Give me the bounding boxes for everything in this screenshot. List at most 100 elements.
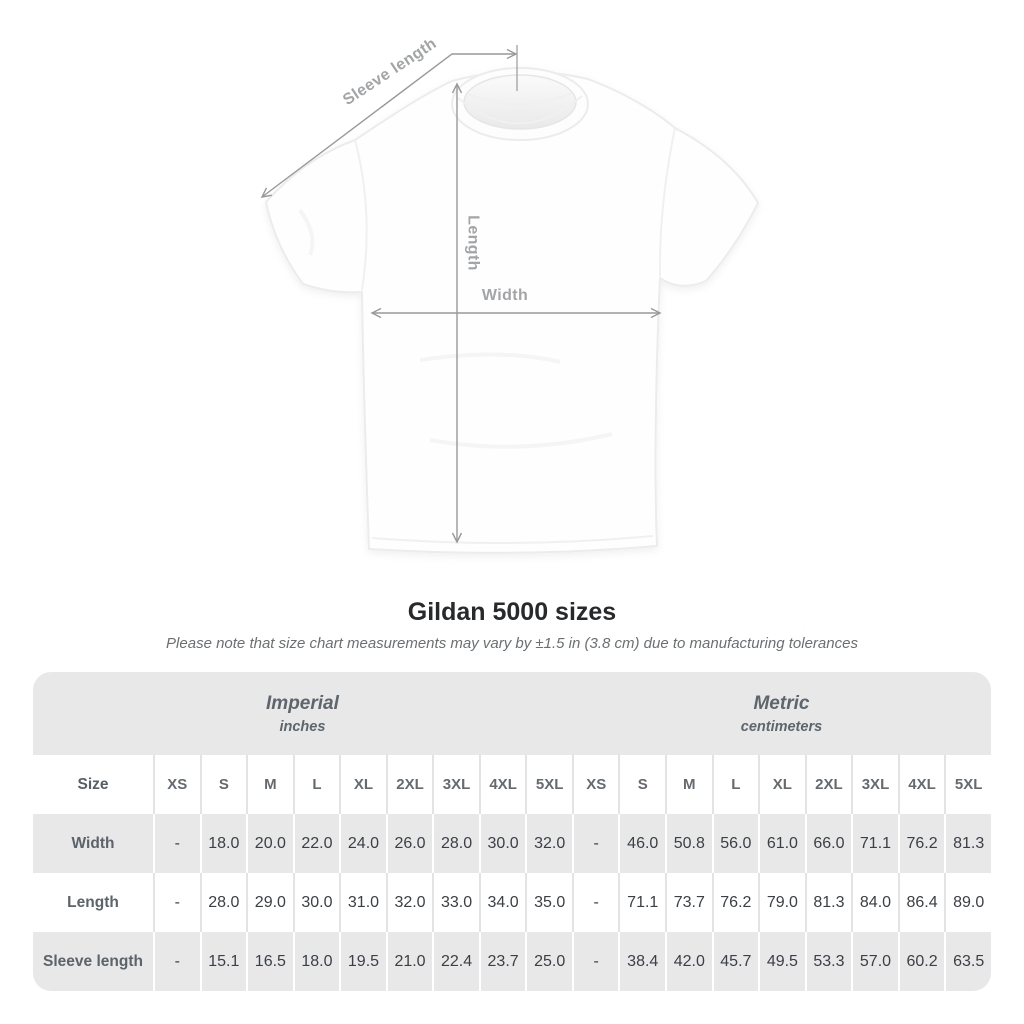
value-cell: 35.0 (525, 873, 572, 932)
size-header-cell: S (618, 755, 666, 814)
value-cell: 81.3 (944, 814, 991, 873)
value-cell: 22.0 (292, 814, 340, 873)
size-header-cell: M (246, 755, 293, 814)
value-cell: 32.0 (385, 873, 433, 932)
value-cell: 86.4 (897, 873, 945, 932)
tshirt-measurement-diagram: Sleeve length Length Width (260, 35, 760, 554)
value-cell: 73.7 (665, 873, 712, 932)
value-cell: 66.0 (804, 814, 852, 873)
value-cell: 57.0 (851, 932, 898, 991)
size-table-card: Imperial inches Metric centimeters Size XS S M L… (33, 672, 991, 991)
value-cell: 21.0 (385, 932, 433, 991)
value-cell: 30.0 (478, 814, 526, 873)
length-label: Length (465, 215, 482, 271)
value-cell: 19.5 (339, 932, 386, 991)
value-cell: - (571, 814, 619, 873)
tshirt-diagram-svg: Sleeve length Length Width (260, 35, 760, 554)
value-cell: 81.3 (804, 873, 852, 932)
value-cell: 15.1 (199, 932, 247, 991)
size-header-cell: XL (758, 755, 805, 814)
size-header-cell: XL (339, 755, 386, 814)
row-label: Length (33, 873, 153, 932)
value-cell: 49.5 (758, 932, 805, 991)
value-cell: 29.0 (246, 873, 293, 932)
size-header-cell: 2XL (385, 755, 433, 814)
size-header-cell: XS (153, 755, 200, 814)
value-cell: 42.0 (665, 932, 712, 991)
row-length: Length -28.0 29.0 30.0 31.0 32.0 33.0 34.0 35.0-… (33, 873, 991, 932)
value-cell: 76.2 (897, 814, 945, 873)
value-cell: - (571, 932, 619, 991)
value-cell: 16.5 (246, 932, 293, 991)
value-cell: 53.3 (804, 932, 852, 991)
size-header-cell: XS (571, 755, 619, 814)
row-label: Sleeve length (33, 932, 153, 991)
value-cell: 63.5 (944, 932, 991, 991)
imperial-group-name: Imperial (266, 692, 339, 714)
value-cell: 46.0 (618, 814, 666, 873)
size-header-cell: 5XL (944, 755, 991, 814)
row-width: Width -18.0 20.0 22.0 24.0 26.0 28.0 30.0 32.0-4… (33, 814, 991, 873)
size-header-cell: 3XL (851, 755, 898, 814)
size-header-cell: S (199, 755, 247, 814)
value-cell: - (153, 932, 200, 991)
size-header-cell: M (665, 755, 712, 814)
size-header-cell: 4XL (478, 755, 526, 814)
size-table: Imperial inches Metric centimeters Size XS S M L… (33, 672, 991, 991)
value-cell: 33.0 (432, 873, 479, 932)
value-cell: - (571, 873, 619, 932)
tshirt-graphic (264, 67, 760, 554)
page-title: Gildan 5000 sizes (407, 598, 617, 626)
value-cell: 84.0 (851, 873, 898, 932)
size-header-cell: 2XL (804, 755, 852, 814)
size-header-cell: 5XL (525, 755, 572, 814)
width-label: Width (482, 287, 528, 304)
value-cell: 45.7 (711, 932, 759, 991)
value-cell: 32.0 (525, 814, 572, 873)
value-cell: 28.0 (432, 814, 479, 873)
metric-group-name: Metric (753, 692, 810, 714)
value-cell: 28.0 (199, 873, 247, 932)
value-cell: 79.0 (758, 873, 805, 932)
value-cell: 38.4 (618, 932, 666, 991)
value-cell: - (153, 873, 200, 932)
units-header-row: Imperial inches Metric centimeters (33, 672, 991, 755)
value-cell: 50.8 (665, 814, 712, 873)
row-label: Width (33, 814, 153, 873)
page-subtitle: Please note that size chart measurements… (166, 635, 858, 652)
size-header-cell: 3XL (432, 755, 479, 814)
title-block: Gildan 5000 sizes Please note that size … (0, 598, 1024, 652)
size-header-row: Size XS S M L XL 2XL 3XL 4XL 5XL XS S M L XL 2XL 3XL 4XL 5… (33, 755, 991, 814)
value-cell: 31.0 (339, 873, 386, 932)
value-cell: 25.0 (525, 932, 572, 991)
value-cell: 22.4 (432, 932, 479, 991)
imperial-group-unit: inches (279, 718, 326, 735)
imperial-group-header: Imperial inches (33, 672, 572, 755)
value-cell: 18.0 (199, 814, 247, 873)
value-cell: 34.0 (478, 873, 526, 932)
value-cell: 76.2 (711, 873, 759, 932)
size-header-cell: L (711, 755, 759, 814)
value-cell: 20.0 (246, 814, 293, 873)
value-cell: 26.0 (385, 814, 433, 873)
value-cell: 24.0 (339, 814, 386, 873)
metric-group-unit: centimeters (740, 718, 823, 735)
neck-opening (463, 74, 577, 130)
value-cell: 71.1 (851, 814, 898, 873)
value-cell: 71.1 (618, 873, 666, 932)
value-cell: 30.0 (292, 873, 340, 932)
size-column-header: Size (33, 755, 153, 814)
value-cell: 61.0 (758, 814, 805, 873)
value-cell: 60.2 (897, 932, 945, 991)
size-header-cell: L (292, 755, 340, 814)
size-header-cell: 4XL (897, 755, 945, 814)
sleeve-length-arrow (260, 48, 518, 198)
value-cell: - (153, 814, 200, 873)
metric-group-header: Metric centimeters (571, 672, 991, 755)
row-sleeve-length: Sleeve length -15.1 16.5 18.0 19.5 21.0 22.4 23… (33, 932, 991, 991)
value-cell: 23.7 (478, 932, 526, 991)
value-cell: 56.0 (711, 814, 759, 873)
value-cell: 89.0 (944, 873, 991, 932)
value-cell: 18.0 (292, 932, 340, 991)
